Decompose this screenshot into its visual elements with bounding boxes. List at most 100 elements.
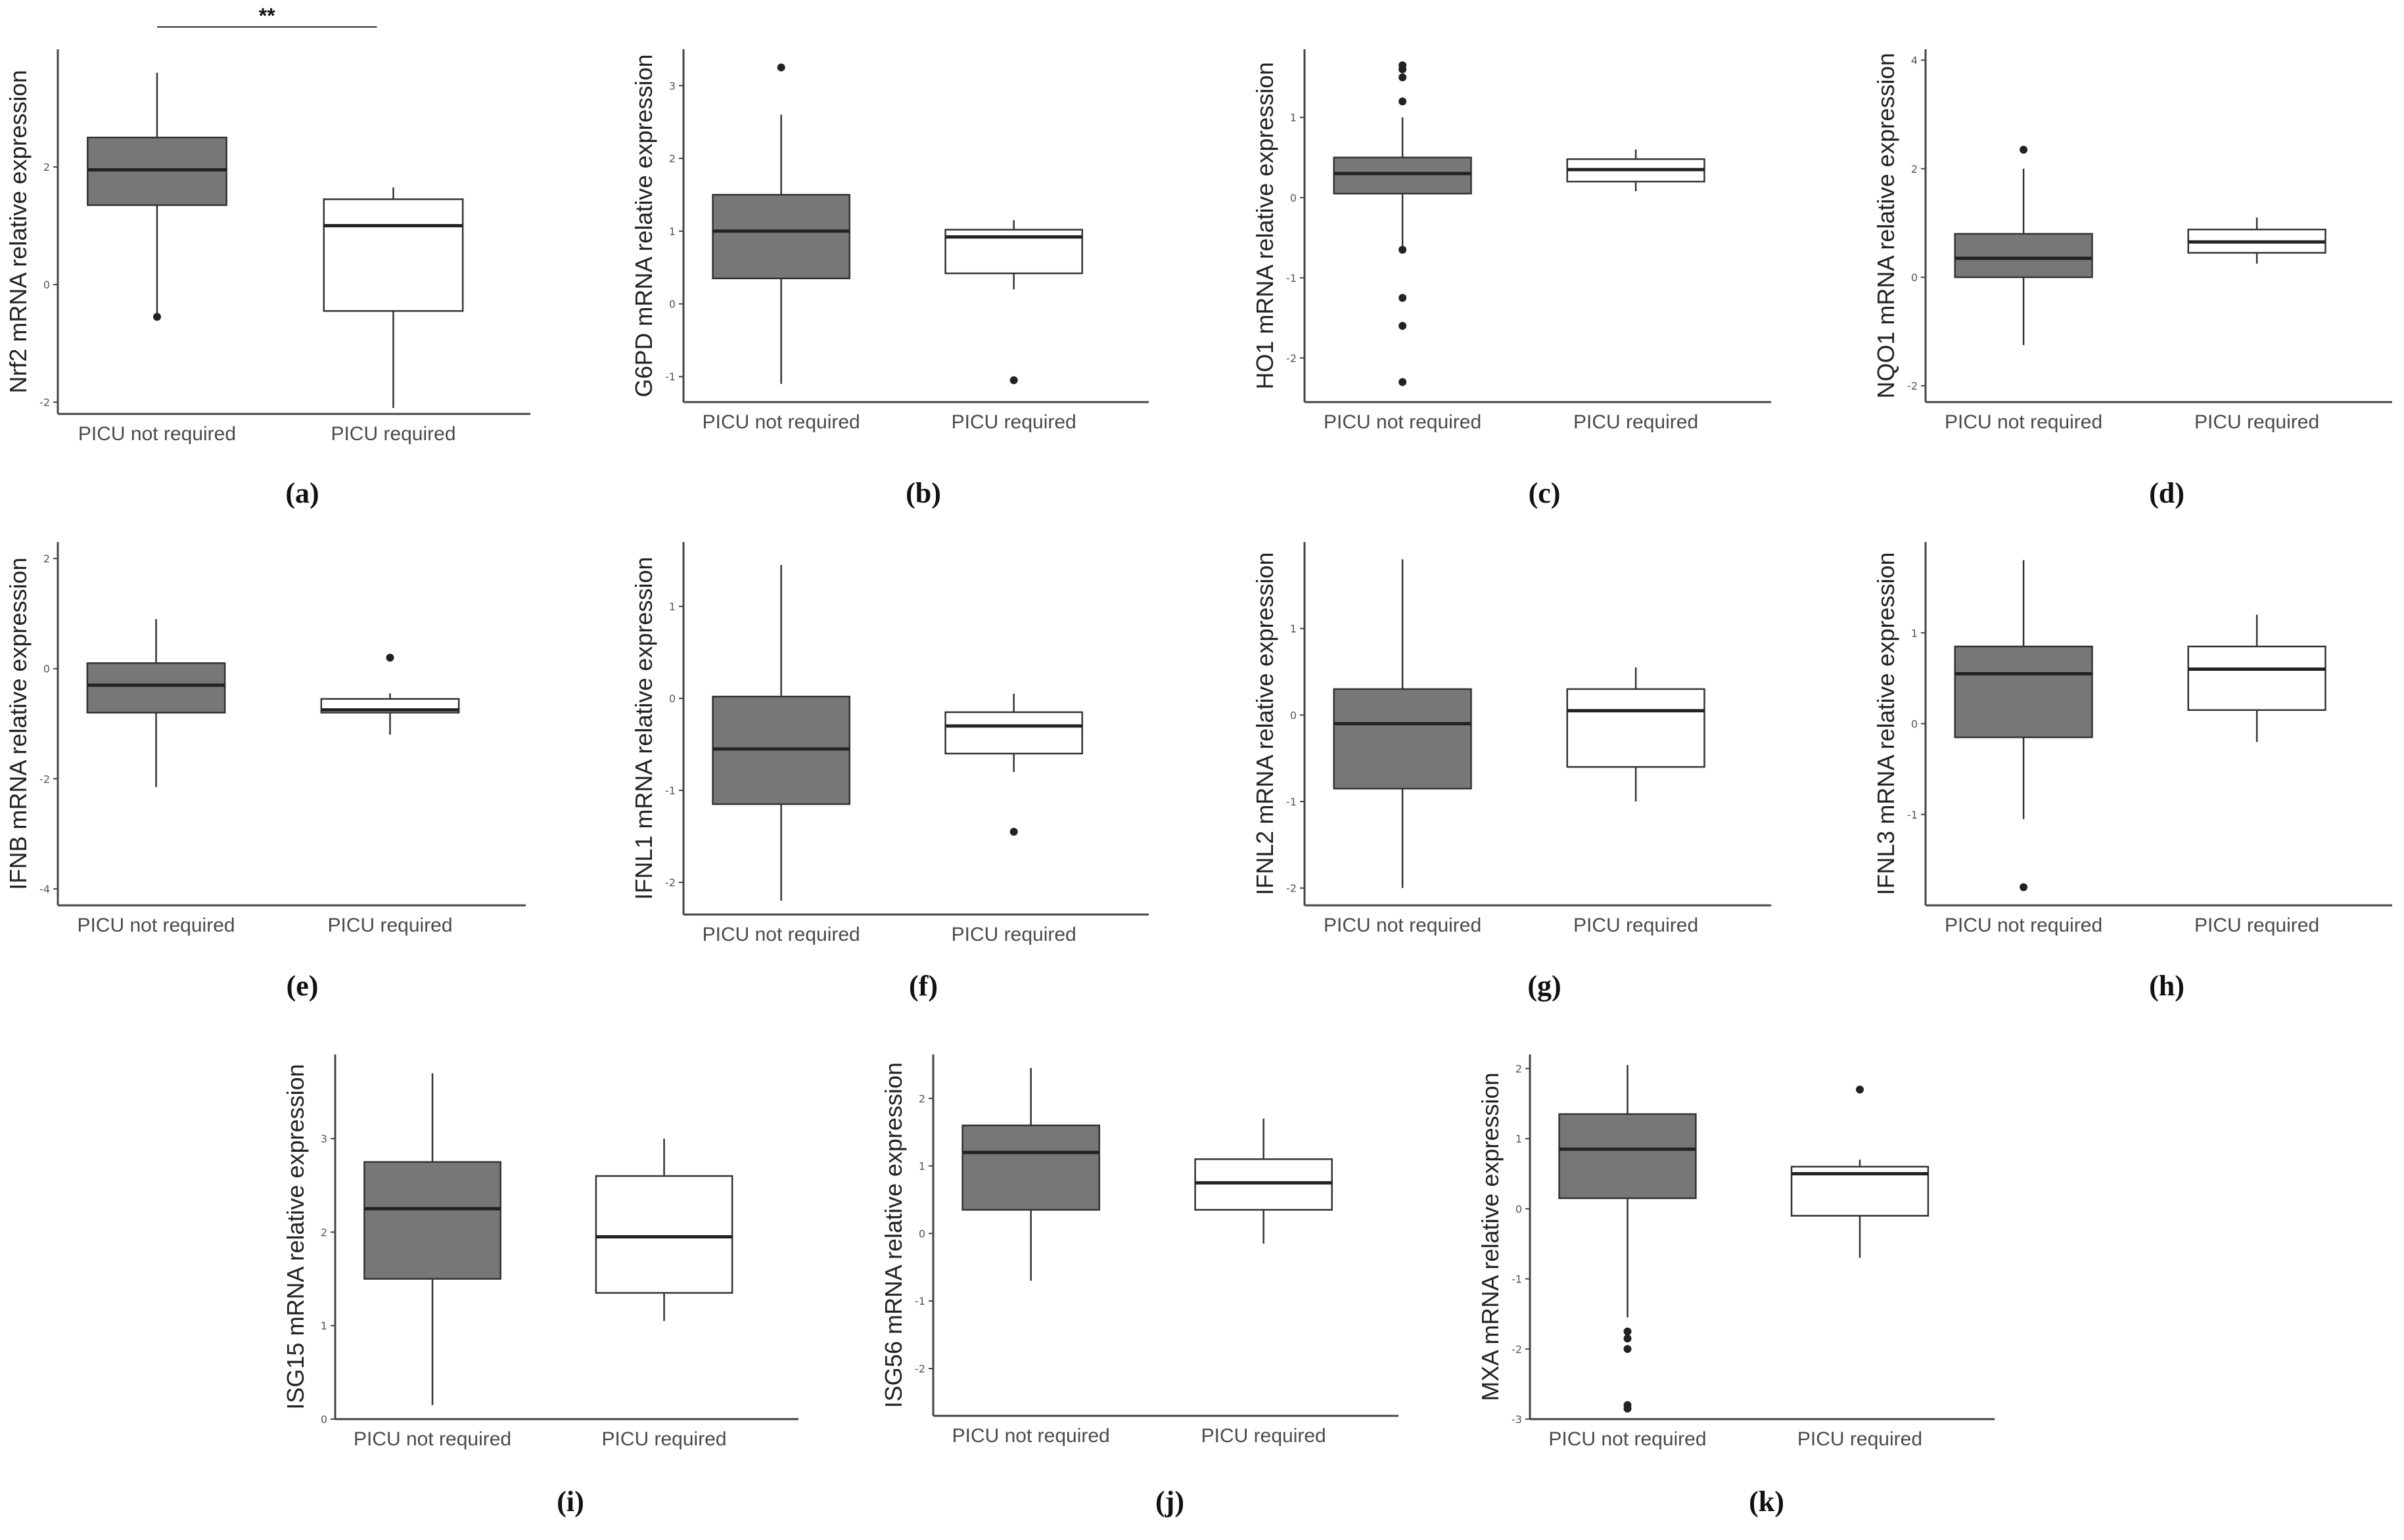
y-tick-label: -2: [1512, 1343, 1522, 1355]
outlier-point: [1623, 1345, 1632, 1353]
panel-label: (i): [557, 1485, 584, 1518]
box-picu-not-required: [961, 1068, 1101, 1281]
x-tick-label-picu-required: PICU required: [1797, 1428, 1922, 1450]
outlier-point: [1398, 246, 1407, 254]
y-tick-label: 4: [1911, 55, 1918, 67]
panel-e: -4 -2 0 2 IFNB mRNA relative expression PICU …: [5, 542, 526, 1002]
x-tick-label-picu-not-required: PICU not required: [78, 423, 236, 445]
y-axis-title: Nrf2 mRNA relative expression: [5, 70, 32, 393]
panel-label: (f): [909, 970, 938, 1002]
x-tick-label-picu-required: PICU required: [952, 411, 1076, 433]
panel-a: -2 0 2 Nrf2 mRNA relative expression PICU no…: [5, 4, 530, 509]
y-tick-label: -4: [39, 883, 50, 895]
y-tick-label: -1: [1512, 1273, 1522, 1286]
y-tick-label: 0: [1515, 1203, 1522, 1215]
x-tick-label-picu-not-required: PICU not required: [1945, 411, 2102, 433]
iqr-box: [1558, 1113, 1697, 1200]
iqr-box: [944, 711, 1084, 755]
y-tick-label: 0: [669, 692, 676, 705]
panel-g: -2 -1 0 1 IFNL2 mRNA relative expression PICU…: [1251, 542, 1771, 1002]
y-tick-label: 0: [1290, 709, 1297, 721]
y-tick-label: 2: [919, 1093, 925, 1105]
panel-i: 0 1 2 3 ISG15 mRNA relative expression PICU n…: [282, 1054, 798, 1518]
y-tick-label: 0: [1911, 271, 1918, 284]
significance-label: **: [259, 4, 275, 28]
box-picu-required: [595, 1139, 733, 1321]
y-tick-label: -3: [1512, 1413, 1522, 1426]
outlier-point: [1398, 322, 1407, 330]
panel-f: -2 -1 0 1 IFNL1 mRNA relative expression PICU…: [630, 542, 1149, 1002]
y-tick-label: 2: [43, 553, 50, 565]
box-picu-not-required: [1333, 61, 1472, 386]
outlier-point: [1009, 376, 1018, 384]
x-tick-label-picu-required: PICU required: [1573, 915, 1698, 936]
y-tick-label: 2: [321, 1226, 327, 1238]
panel-b: -1 0 1 2 3 G6PD mRNA relative expression PICU …: [630, 49, 1149, 509]
iqr-box: [323, 198, 464, 312]
y-tick-label: 1: [669, 225, 676, 238]
panel-label: (g): [1527, 970, 1561, 1002]
box-picu-not-required: [1558, 1065, 1697, 1413]
y-axis-title: HO1 mRNA relative expression: [1251, 62, 1278, 389]
outlier-point: [2020, 883, 2028, 892]
box-picu-not-required: [87, 72, 227, 321]
outlier-point: [1623, 1327, 1632, 1336]
iqr-box: [1333, 156, 1472, 194]
outlier-point: [1623, 1404, 1632, 1413]
panel-label: (j): [1155, 1485, 1184, 1518]
y-tick-label: 3: [321, 1133, 327, 1145]
iqr-box: [363, 1161, 501, 1280]
panel-c: -2 -1 0 1 HO1 mRNA relative expression PICU n…: [1251, 49, 1771, 509]
y-axis-title: ISG56 mRNA relative expression: [880, 1062, 907, 1408]
panel-label: (b): [906, 477, 941, 509]
panel-label: (d): [2149, 477, 2184, 509]
y-tick-label: 1: [1911, 627, 1918, 639]
box-picu-required: [1566, 149, 1705, 192]
panel-label: (h): [2149, 970, 2184, 1002]
y-axis-title: MXA mRNA relative expression: [1477, 1072, 1504, 1401]
box-picu-not-required: [712, 565, 851, 901]
outlier-point: [2020, 145, 2028, 154]
x-tick-label-picu-not-required: PICU not required: [703, 924, 860, 945]
outlier-point: [1009, 828, 1018, 836]
x-tick-label-picu-required: PICU required: [1573, 411, 1698, 433]
box-picu-required: [1566, 667, 1705, 802]
x-tick-label-picu-not-required: PICU not required: [952, 1425, 1110, 1447]
x-tick-label-picu-required: PICU required: [327, 915, 452, 936]
outlier-point: [1398, 73, 1407, 81]
y-axis-title: G6PD mRNA relative expression: [630, 54, 657, 397]
panel-label: (a): [285, 477, 319, 509]
y-tick-label: -2: [1286, 352, 1297, 365]
y-tick-label: -2: [1286, 882, 1297, 895]
y-tick-label: -1: [1907, 809, 1918, 821]
iqr-box: [1954, 645, 2093, 738]
y-tick-label: -1: [1286, 272, 1297, 284]
y-axis-title: IFNL1 mRNA relative expression: [630, 556, 657, 899]
box-picu-not-required: [1954, 560, 2093, 892]
y-tick-label: 1: [321, 1320, 327, 1332]
iqr-box: [595, 1175, 733, 1294]
iqr-box: [1954, 233, 2093, 279]
x-tick-label-picu-required: PICU required: [331, 423, 455, 445]
y-tick-label: 0: [919, 1227, 925, 1240]
y-tick-label: 1: [669, 600, 676, 613]
y-tick-label: 0: [43, 279, 50, 291]
box-picu-not-required: [1954, 145, 2093, 346]
y-tick-label: 2: [669, 152, 676, 165]
x-tick-label-picu-not-required: PICU not required: [1324, 915, 1481, 936]
box-picu-required: [1790, 1085, 1930, 1258]
box-picu-not-required: [1333, 559, 1472, 888]
x-tick-label-picu-required: PICU required: [2194, 915, 2319, 936]
iqr-box: [1194, 1158, 1333, 1211]
y-tick-label: -2: [39, 773, 50, 785]
y-tick-label: -2: [39, 396, 50, 409]
box-picu-required: [2187, 614, 2326, 742]
outlier-point: [777, 63, 785, 72]
y-axis-title: ISG15 mRNA relative expression: [282, 1064, 309, 1409]
x-tick-label-picu-not-required: PICU not required: [1945, 915, 2102, 936]
y-tick-label: 0: [669, 298, 676, 311]
x-tick-label-picu-required: PICU required: [1201, 1425, 1326, 1447]
box-picu-required: [944, 694, 1084, 836]
y-axis-title: IFNL2 mRNA relative expression: [1251, 552, 1278, 895]
